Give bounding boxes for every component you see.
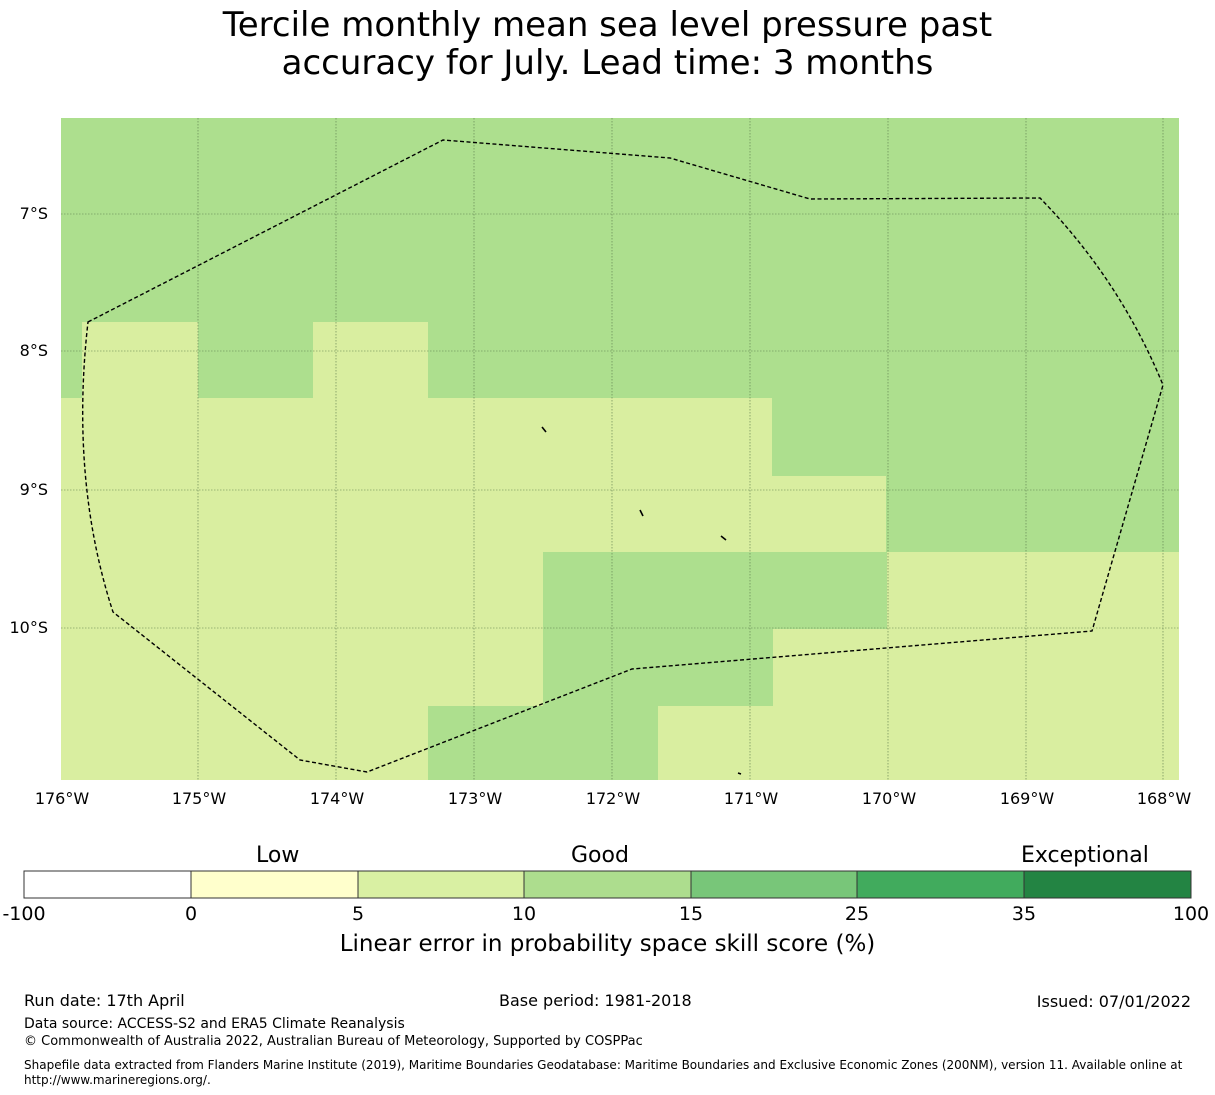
lon-label-171w: 171°W: [723, 789, 779, 808]
title-line-2: accuracy for July. Lead time: 3 months: [281, 43, 934, 83]
lon-label-175w: 175°W: [171, 789, 227, 808]
lat-label-10s: 10°S: [9, 618, 48, 637]
title-line-1: Tercile monthly mean sea level pressure …: [222, 5, 993, 45]
lon-label-172w: 172°W: [585, 789, 641, 808]
copyright: © Commonwealth of Australia 2022, Austra…: [24, 1034, 643, 1049]
colorbar-tick: 35: [1011, 903, 1037, 925]
colorbar-label: Linear error in probability space skill …: [339, 931, 876, 957]
colorbar-tick: 100: [1172, 903, 1210, 925]
issued-date: Issued: 07/01/2022: [1036, 992, 1191, 1011]
colorbar-tick: 5: [351, 903, 365, 925]
category-exceptional: Exceptional: [1021, 843, 1149, 868]
shapefile-note: Shapefile data extracted from Flanders M…: [24, 1058, 1183, 1087]
colorbar-tick: 15: [678, 903, 704, 925]
colorbar-tick: 0: [184, 903, 198, 925]
lon-label-170w: 170°W: [861, 789, 917, 808]
islands: [541, 426, 742, 775]
lat-label-7s: 7°S: [19, 204, 48, 223]
colorbar-tick: 10: [511, 903, 537, 925]
colorbar: [23, 870, 1192, 899]
lon-label-173w: 173°W: [447, 789, 503, 808]
gridlines: [61, 118, 1179, 780]
lon-label-174w: 174°W: [309, 789, 365, 808]
colorbar-tick: -100: [2, 903, 46, 925]
category-low: Low: [256, 843, 300, 868]
skill-cells-10-15: [428, 398, 1179, 780]
lon-label-169w: 169°W: [999, 789, 1055, 808]
base-period: Base period: 1981-2018: [499, 991, 692, 1010]
colorbar-tick: 25: [844, 903, 870, 925]
data-source: Data source: ACCESS-S2 and ERA5 Climate …: [24, 1016, 405, 1032]
run-date: Run date: 17th April: [24, 991, 185, 1010]
lat-label-9s: 9°S: [19, 480, 48, 499]
eez-boundary: [82, 139, 1164, 773]
category-good: Good: [571, 843, 629, 868]
lon-label-176w: 176°W: [34, 789, 90, 808]
lat-label-8s: 8°S: [19, 341, 48, 360]
chart-title: Tercile monthly mean sea level pressure …: [0, 6, 1215, 82]
lon-label-168w: 168°W: [1136, 789, 1192, 808]
